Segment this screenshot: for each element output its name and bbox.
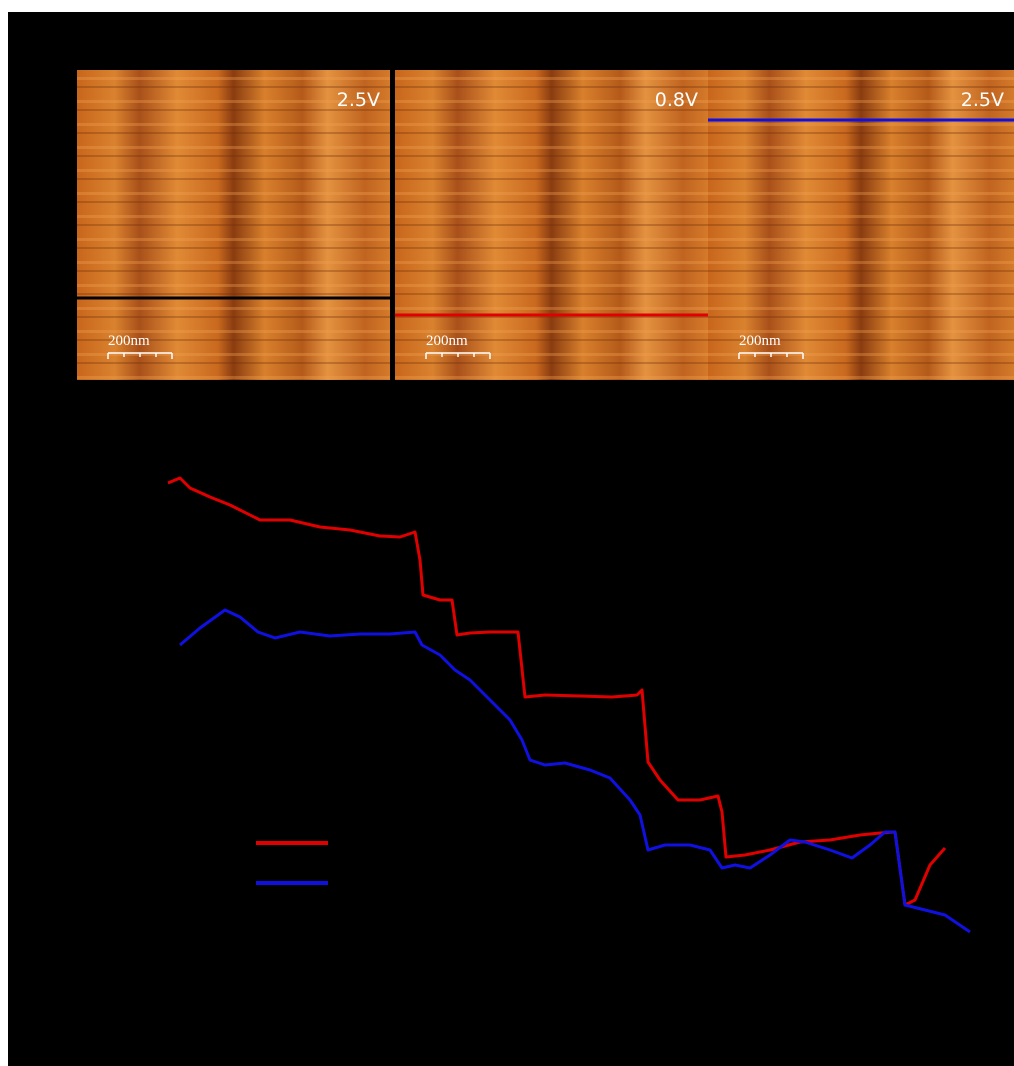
voltage-label: 2.5V <box>337 89 380 111</box>
scale-bar-label: 200nm <box>108 333 150 349</box>
figure: 2.5V 200nm 0.8V 200nm 2.5V 200nm <box>0 0 1014 1066</box>
voltage-label: 0.8V <box>655 89 698 111</box>
voltage-label: 2.5V <box>961 89 1004 111</box>
scale-bar-label: 200nm <box>426 333 468 349</box>
scale-bar-label: 200nm <box>739 333 781 349</box>
